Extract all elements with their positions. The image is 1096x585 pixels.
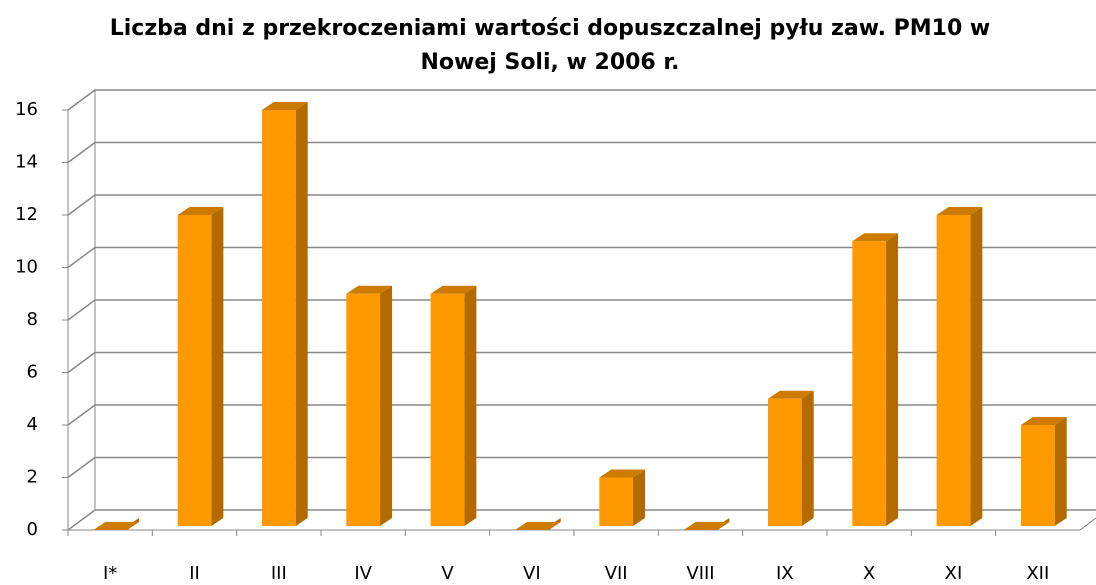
x-tick-label: IX xyxy=(776,563,794,584)
bar-face xyxy=(801,390,814,526)
bar-face xyxy=(767,398,802,526)
bar-face xyxy=(346,293,381,526)
bar-face xyxy=(1020,425,1055,526)
grid-line xyxy=(67,141,1096,164)
grid-line xyxy=(67,299,1096,321)
grid-line xyxy=(67,351,1096,374)
bar xyxy=(767,390,814,526)
bar-face xyxy=(767,390,814,399)
bar xyxy=(852,233,899,526)
y-tick-label: 16 xyxy=(15,99,38,120)
bar xyxy=(1020,417,1067,526)
bar-face xyxy=(599,469,646,478)
bar-face xyxy=(936,215,971,526)
bar-face xyxy=(1020,417,1067,425)
bar xyxy=(683,518,730,530)
bar xyxy=(93,518,140,530)
y-tick-label: 14 xyxy=(15,152,38,173)
bar-face xyxy=(852,233,899,242)
bar xyxy=(599,469,646,526)
bar xyxy=(936,207,983,526)
x-tick-label: X xyxy=(863,563,875,584)
x-tick-label: XI xyxy=(945,563,963,584)
y-tick-label: 8 xyxy=(27,309,38,330)
grid-line xyxy=(67,194,1096,216)
bar-face xyxy=(1054,417,1067,526)
grid-line xyxy=(67,246,1096,269)
bar-face xyxy=(599,477,634,526)
bar-face xyxy=(430,293,465,526)
grid-line xyxy=(67,89,1096,111)
bar-face xyxy=(346,285,393,294)
bar-face xyxy=(261,102,308,110)
x-tick-label: V xyxy=(441,563,454,584)
bar-face xyxy=(970,207,983,526)
bar-face xyxy=(295,102,308,526)
y-tick-label: 0 xyxy=(27,519,38,540)
bar-face xyxy=(633,469,646,526)
bar-face xyxy=(514,522,561,530)
y-tick-label: 2 xyxy=(27,467,38,488)
bar-face xyxy=(261,110,296,526)
bar-face xyxy=(683,522,730,530)
bar xyxy=(177,207,224,526)
bar-face xyxy=(177,207,224,215)
x-tick-label: VI xyxy=(523,563,541,584)
bar-face xyxy=(430,285,477,294)
bar xyxy=(514,518,561,530)
x-tick-label: XII xyxy=(1026,563,1049,584)
x-tick-label: IV xyxy=(354,563,372,584)
y-tick-label: 12 xyxy=(15,204,38,225)
bar-face xyxy=(177,215,212,526)
bar-face xyxy=(93,522,140,530)
bar xyxy=(346,285,393,526)
y-tick-label: 6 xyxy=(27,362,38,383)
x-tick-label: II xyxy=(189,563,200,584)
x-tick-label: I* xyxy=(103,563,117,584)
bar-face xyxy=(380,285,393,526)
bar-face xyxy=(886,233,899,526)
bar-face xyxy=(936,207,983,215)
bar-face xyxy=(464,285,477,526)
x-tick-label: III xyxy=(271,563,287,584)
bar-face xyxy=(211,207,224,526)
chart-title: Liczba dni z przekroczeniami wartości do… xyxy=(109,16,991,75)
bar-face xyxy=(852,241,887,526)
x-tick-label: VII xyxy=(605,563,628,584)
bar xyxy=(430,285,477,526)
x-tick-label: VIII xyxy=(686,563,714,584)
y-tick-label: 4 xyxy=(27,414,38,435)
bar xyxy=(261,102,308,526)
y-tick-label: 10 xyxy=(15,257,38,278)
